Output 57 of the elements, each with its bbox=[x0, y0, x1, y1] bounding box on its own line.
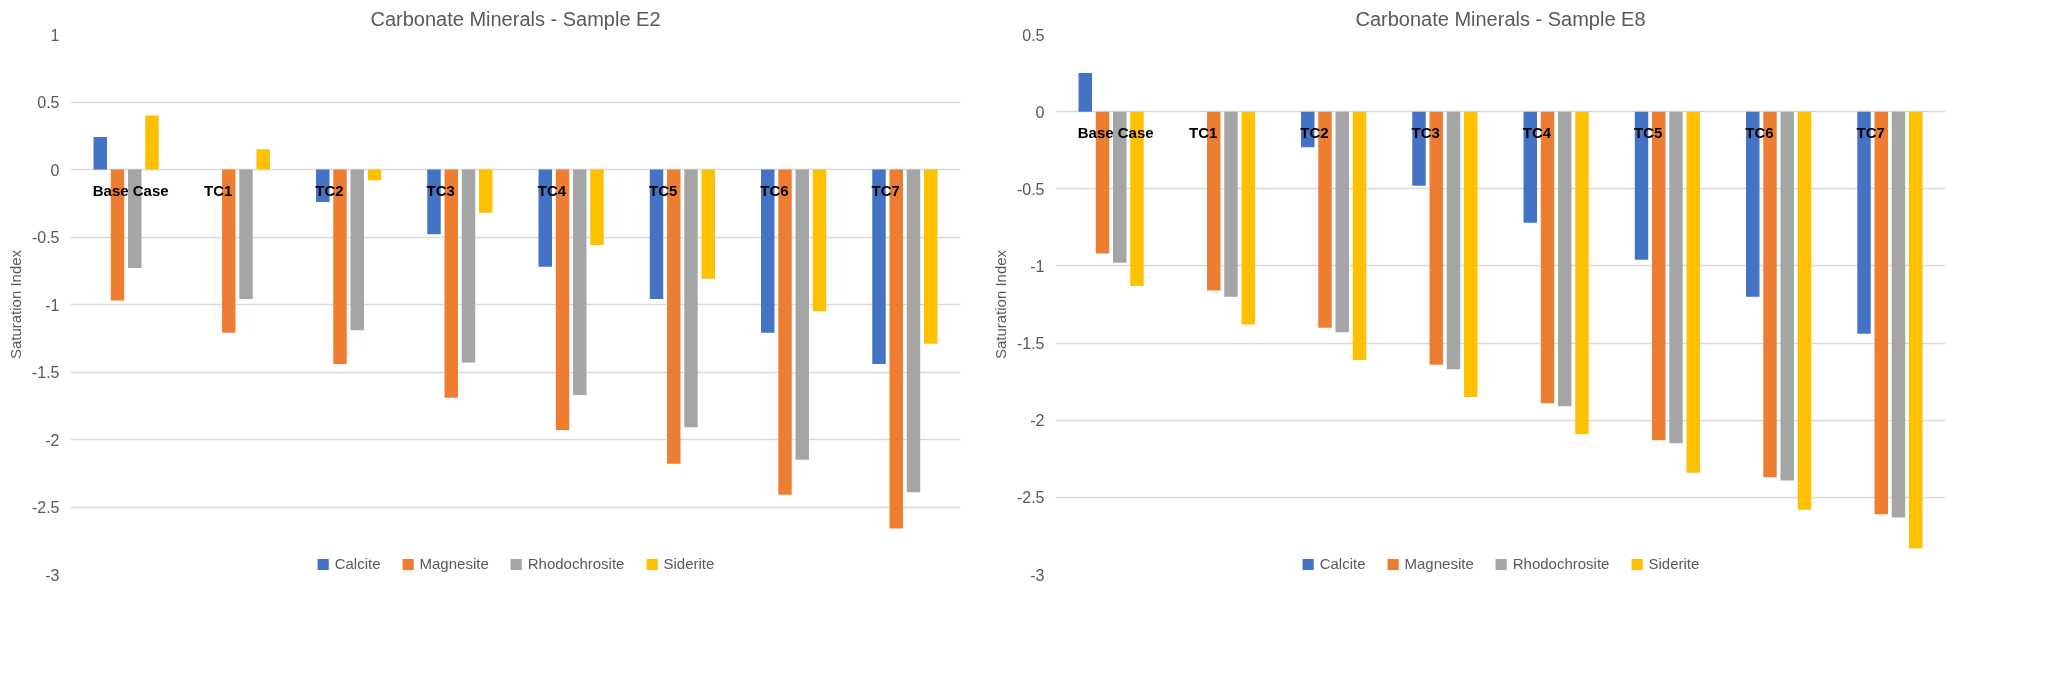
x-tick-label: TC3 bbox=[1411, 123, 1440, 141]
legend-label: Magnesite bbox=[1404, 555, 1474, 572]
y-tick-label: 0 bbox=[1035, 103, 1045, 121]
y-tick-label: -0.5 bbox=[1016, 180, 1045, 198]
bar bbox=[239, 169, 253, 300]
bar bbox=[350, 169, 364, 331]
bar bbox=[461, 169, 476, 363]
legend-label: Rhodochrosite bbox=[1512, 555, 1610, 572]
x-tick-label: TC4 bbox=[1522, 123, 1552, 141]
y-axis-title: Saturation Index bbox=[991, 249, 1009, 360]
bar bbox=[256, 149, 270, 170]
y-tick-label: 0.5 bbox=[1022, 26, 1045, 44]
x-tick-label: TC7 bbox=[1856, 123, 1885, 141]
y-tick-label: 0.5 bbox=[37, 94, 60, 111]
x-tick-label: TC2 bbox=[315, 181, 344, 199]
y-axis-title: Saturation Index bbox=[6, 249, 24, 360]
y-tick-label: -2.5 bbox=[1016, 489, 1045, 507]
bar bbox=[812, 169, 827, 312]
y-tick-label: -2.5 bbox=[31, 499, 60, 516]
x-tick-label: TC5 bbox=[1634, 123, 1663, 141]
bar bbox=[924, 169, 938, 344]
y-tick-label: -1 bbox=[45, 296, 60, 314]
bar bbox=[145, 115, 159, 170]
x-tick-label: TC4 bbox=[537, 181, 567, 199]
legend-label: Rhodochrosite bbox=[527, 555, 625, 572]
bar bbox=[701, 169, 715, 279]
y-tick-label: -0.5 bbox=[31, 229, 60, 246]
chart-title: Carbonate Minerals - Sample E2 bbox=[370, 7, 661, 30]
x-tick-label: TC3 bbox=[426, 181, 455, 199]
bar bbox=[906, 169, 921, 493]
bar bbox=[573, 169, 587, 395]
legend-label: Calcite bbox=[334, 555, 381, 572]
legend-label: Magnesite bbox=[419, 555, 489, 572]
x-tick-label: TC7 bbox=[871, 181, 900, 199]
bar bbox=[479, 169, 493, 213]
y-tick-label: -2 bbox=[1030, 412, 1045, 430]
bar bbox=[367, 169, 382, 181]
y-tick-label: -1.5 bbox=[31, 364, 60, 381]
x-tick-label: TC6 bbox=[1745, 123, 1774, 141]
x-tick-label: TC6 bbox=[760, 181, 789, 199]
y-tick-label: -3 bbox=[45, 566, 60, 584]
legend-label: Siderite bbox=[1648, 555, 1700, 572]
x-tick-label: TC5 bbox=[649, 181, 678, 199]
x-tick-label: TC2 bbox=[1300, 123, 1329, 141]
chart-title: Carbonate Minerals - Sample E8 bbox=[1355, 7, 1646, 30]
y-tick-label: -1 bbox=[1030, 257, 1045, 275]
y-tick-label: -3 bbox=[1030, 566, 1045, 584]
y-tick-label: 0 bbox=[50, 161, 60, 179]
y-tick-label: 1 bbox=[50, 26, 60, 44]
legend-label: Calcite bbox=[1319, 555, 1366, 572]
bar bbox=[795, 169, 809, 460]
bar bbox=[684, 169, 698, 428]
y-tick-label: -2 bbox=[45, 431, 60, 449]
bar bbox=[93, 137, 107, 170]
legend-label: Siderite bbox=[663, 555, 715, 572]
y-tick-label: -1.5 bbox=[1016, 335, 1045, 353]
bar bbox=[590, 169, 604, 246]
